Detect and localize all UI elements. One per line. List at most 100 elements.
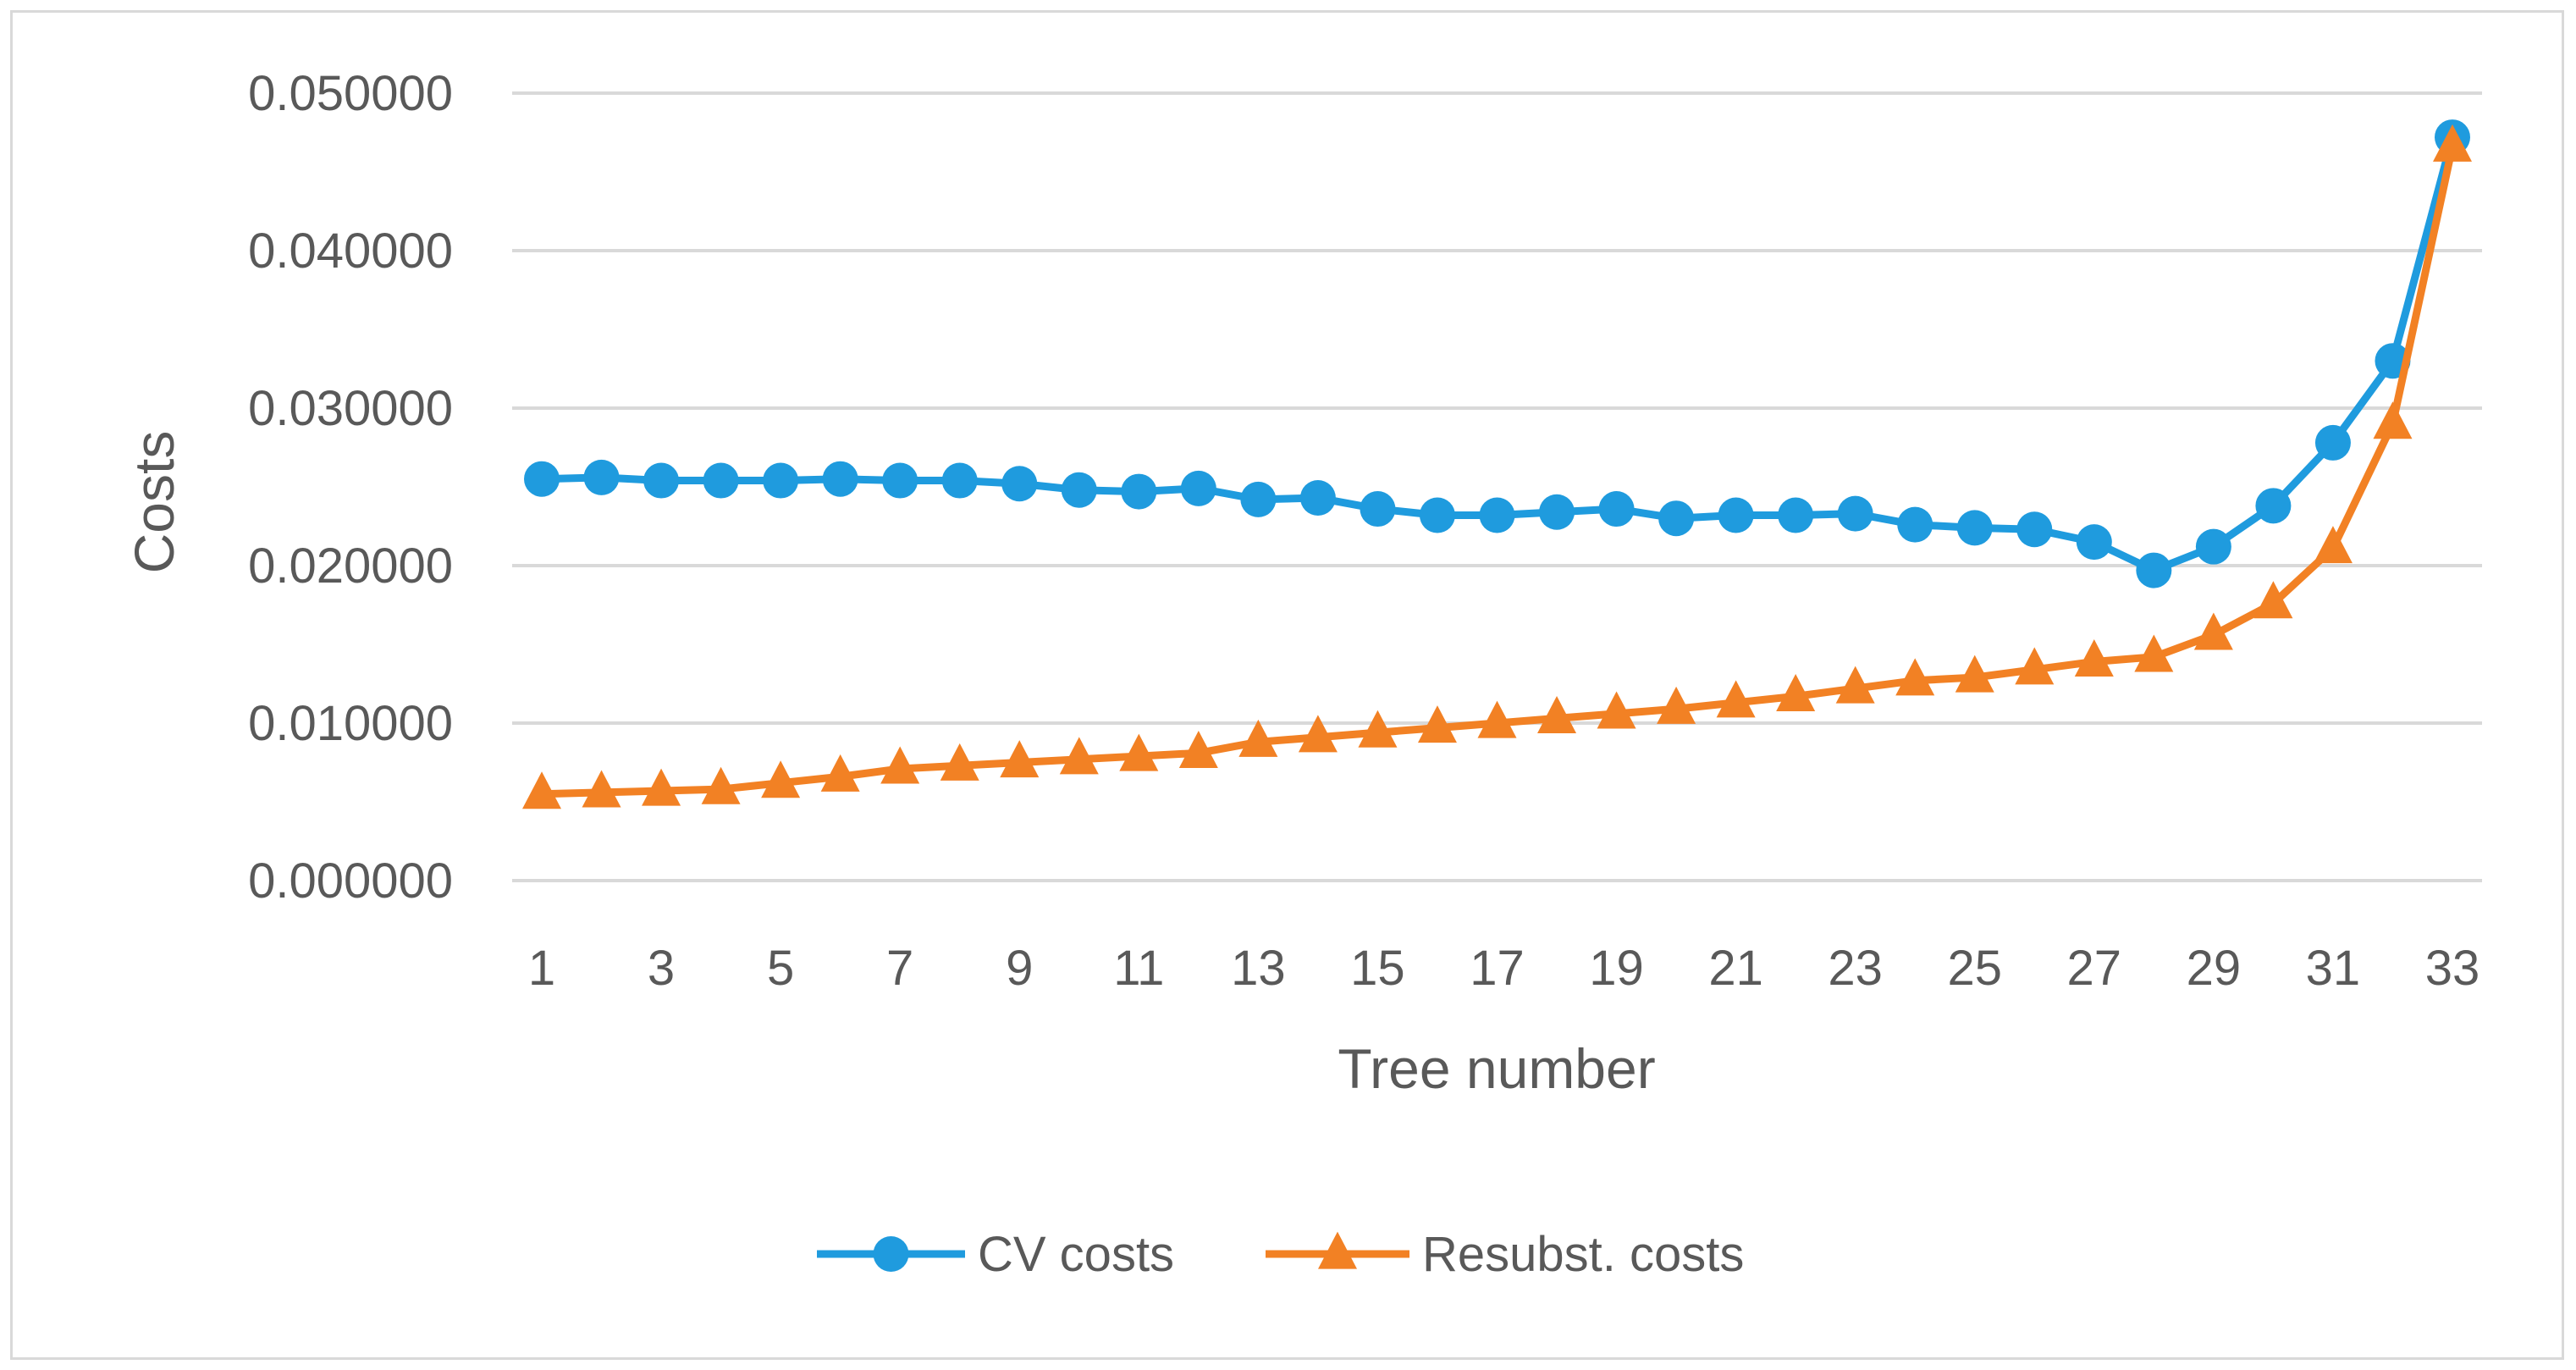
data-point (1956, 510, 1993, 546)
data-point (2074, 639, 2114, 677)
data-point (1477, 700, 1517, 738)
x-tick-label: 33 (2425, 941, 2480, 996)
chart-frame (10, 10, 2564, 1360)
data-point (1360, 491, 1396, 528)
data-point (703, 462, 739, 499)
data-point (880, 746, 920, 784)
x-axis-title: Tree number (1338, 1037, 1655, 1100)
data-point (940, 743, 979, 781)
data-point (1598, 491, 1635, 528)
data-point (763, 462, 799, 499)
data-point (2195, 528, 2231, 565)
data-point (2255, 488, 2292, 524)
data-point (761, 760, 801, 798)
x-tick-label: 21 (1708, 941, 1763, 996)
data-point (1716, 680, 1756, 718)
data-point (1895, 658, 1935, 696)
data-point (1835, 666, 1875, 704)
x-tick-label: 17 (1470, 941, 1525, 996)
data-point (1119, 733, 1159, 771)
data-point (1479, 497, 1515, 533)
y-tick-label: 0.050000 (248, 66, 453, 121)
data-point (2193, 612, 2233, 650)
legend: CV costs Resubst. costs (817, 1227, 1744, 1282)
x-tick-labels: 1 3 5 7 9 11 13 15 17 19 21 23 25 27 29 31 33 (528, 941, 2479, 996)
data-point (2136, 552, 2172, 588)
legend-label: CV costs (978, 1227, 1174, 1282)
x-tick-label: 27 (2067, 941, 2122, 996)
y-axis-title: Costs (123, 431, 185, 574)
legend-entry: CV costs (817, 1227, 1174, 1282)
data-point (1000, 740, 1040, 778)
data-point (1059, 737, 1099, 775)
x-tick-label: 15 (1350, 941, 1405, 996)
data-point (1718, 497, 1754, 533)
data-point (701, 766, 741, 804)
y-tick-label: 0.020000 (248, 539, 453, 594)
series-cv-costs (524, 119, 2470, 588)
data-point (941, 462, 978, 499)
data-point (643, 462, 680, 499)
data-point (2313, 526, 2353, 564)
data-point (1537, 696, 1577, 734)
data-point (2076, 524, 2112, 561)
data-point (1419, 497, 1455, 533)
data-point (822, 461, 858, 497)
legend-label: Resubst. costs (1422, 1227, 1744, 1282)
data-point (2253, 581, 2293, 619)
data-point (1178, 730, 1218, 768)
data-point (1897, 506, 1933, 543)
legend-entry: Resubst. costs (1266, 1227, 1744, 1282)
y-tick-label: 0.010000 (248, 696, 453, 751)
series-resubst-costs (522, 124, 2472, 809)
x-tick-label: 5 (767, 941, 794, 996)
x-tick-label: 3 (648, 941, 675, 996)
data-point (524, 461, 560, 497)
y-tick-label: 0.000000 (248, 853, 453, 909)
data-point (1358, 710, 1398, 748)
data-point (1299, 480, 1336, 517)
x-tick-label: 13 (1231, 941, 1286, 996)
data-point (1001, 466, 1038, 502)
data-point (2373, 401, 2413, 439)
data-point (1778, 497, 1814, 533)
x-tick-label: 9 (1006, 941, 1033, 996)
data-point (642, 768, 681, 806)
data-point (1658, 500, 1695, 537)
x-tick-label: 1 (528, 941, 555, 996)
data-point (1776, 673, 1816, 711)
data-point (1240, 481, 1277, 517)
data-point (2134, 634, 2174, 672)
gridlines (512, 91, 2482, 882)
data-point (1539, 494, 1575, 530)
data-point (820, 754, 860, 792)
data-point (1180, 470, 1216, 506)
x-tick-label: 23 (1828, 941, 1883, 996)
data-point (1657, 686, 1696, 724)
data-point (882, 462, 918, 499)
data-point (1061, 472, 1097, 508)
data-point (2314, 424, 2351, 461)
data-point (1597, 691, 1636, 729)
y-tick-label: 0.040000 (248, 224, 453, 279)
x-tick-label: 29 (2187, 941, 2242, 996)
data-point (1417, 705, 1457, 743)
y-tick-labels: 0.000000 0.010000 0.020000 0.030000 0.040000… (248, 66, 453, 909)
series-layer (522, 119, 2472, 809)
data-point (1298, 715, 1338, 753)
data-point (1121, 473, 1157, 510)
data-point (1837, 495, 1873, 532)
data-point (1238, 719, 1278, 757)
x-tick-label: 31 (2306, 941, 2361, 996)
data-point (2433, 124, 2472, 162)
y-tick-label: 0.030000 (248, 381, 453, 436)
data-point (583, 459, 620, 495)
data-point (1955, 655, 1994, 693)
data-point (2015, 647, 2055, 685)
x-tick-label: 25 (1947, 941, 2002, 996)
legend-marker (1318, 1231, 1357, 1269)
data-point (522, 771, 561, 809)
data-point (582, 770, 621, 808)
legend-marker (873, 1236, 909, 1272)
